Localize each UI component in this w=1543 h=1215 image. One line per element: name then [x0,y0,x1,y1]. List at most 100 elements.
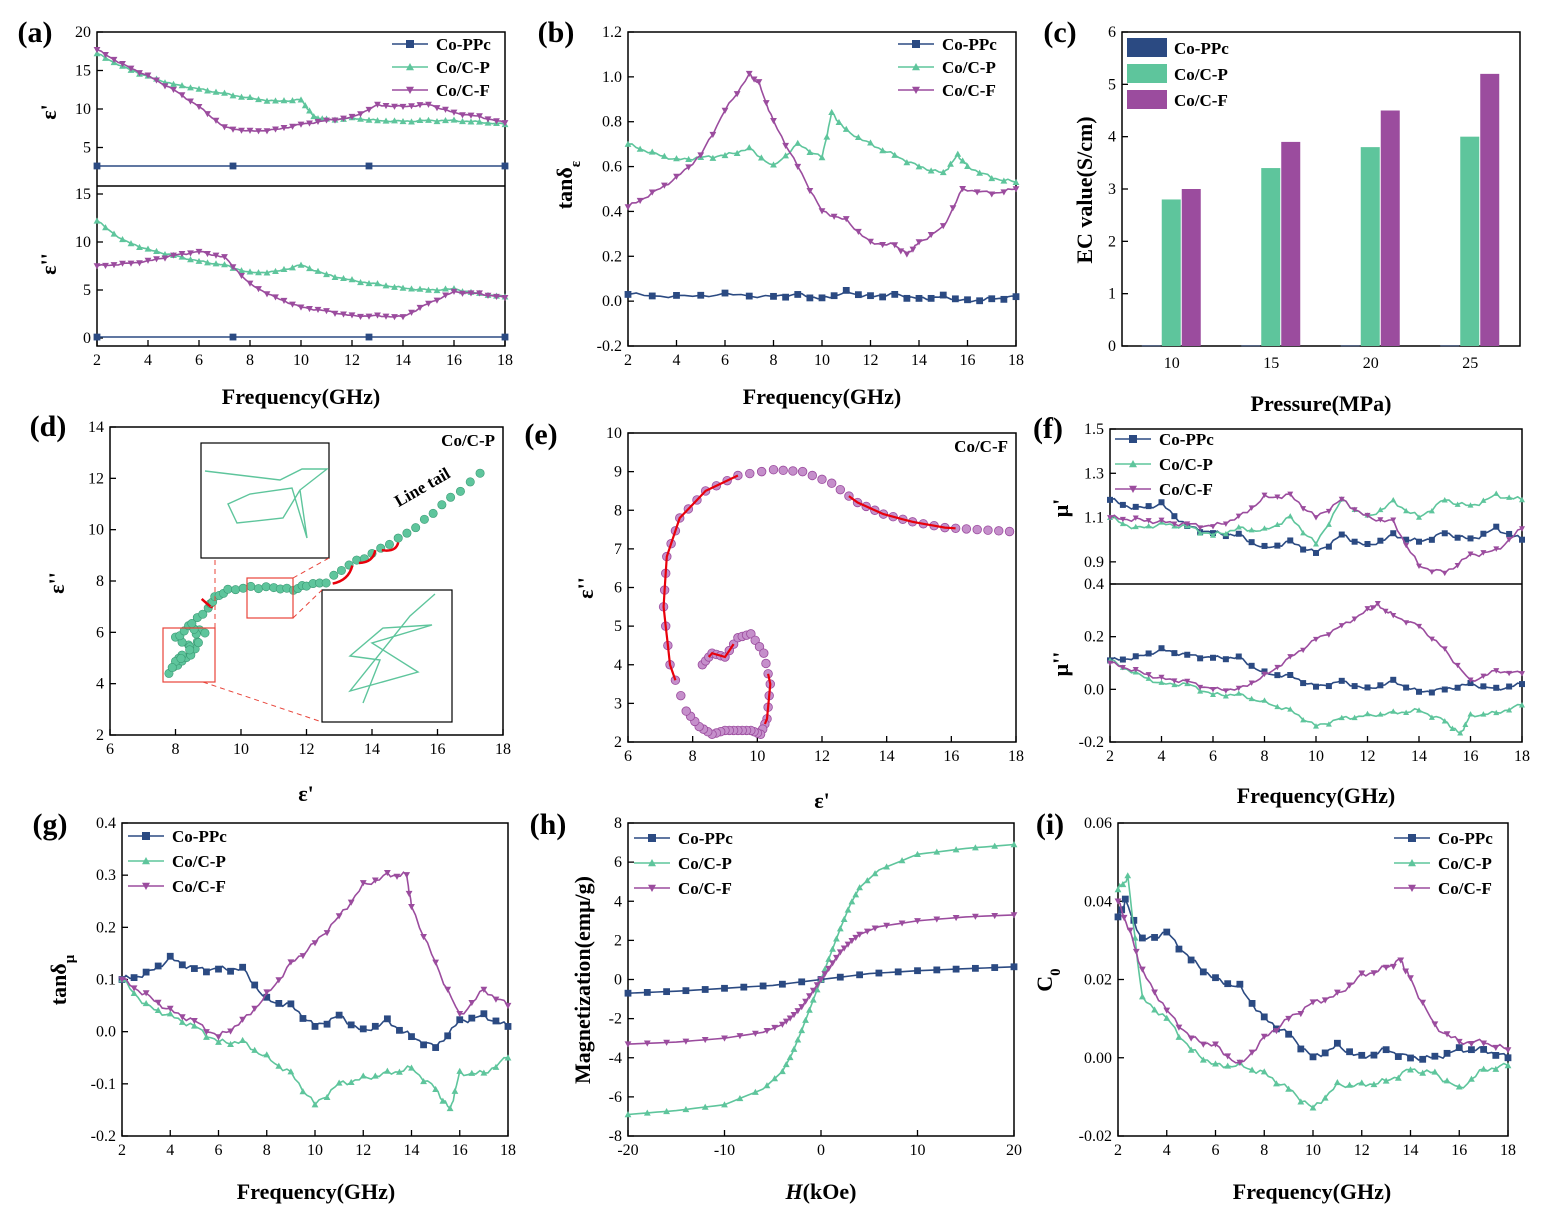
panel-f-bottom-point-cf [1171,678,1178,684]
panel-g-ytick-label: 0.1 [96,972,116,989]
panel-i-label: (i) [1036,808,1064,841]
panel-i-point-ppc [1468,1046,1475,1054]
panel-b-point-cf [854,228,862,235]
panel-e-xtick-label: 8 [689,748,697,765]
panel-g-point-cf [371,877,379,884]
panel-b-point-cp [648,148,656,155]
panel-g-point-cf [420,933,427,941]
panel-f-xtick-label: 8 [1261,748,1269,765]
panel-g-point-ppc [408,1033,415,1041]
panel-a-top-point-ppc [501,162,509,170]
panel-g-point-ppc [215,965,222,973]
panel-c-xtick-label: 15 [1263,355,1279,372]
panel-a-top-point-cp [289,97,296,104]
panel-g-point-ppc [444,1032,452,1040]
panel-a-top-point-cf [229,126,237,133]
panel-h-point-cp [840,915,848,922]
panel-b-xtick-label: 18 [1008,352,1024,369]
panel-f-bottom-point-cf [1364,606,1371,612]
panel-i-point-cf [1480,1040,1488,1047]
panel-h-point-ppc [1010,963,1018,971]
panel-f-bottom-point-cf [1300,647,1307,654]
panel-f-bottom-point-ppc [1454,684,1461,691]
panel-f-top-point-ppc [1287,537,1294,544]
panel-a-top-point-cf [433,105,441,112]
panel-g-point-ppc [480,1010,488,1018]
panel-b-point-cf [648,189,656,196]
panel-f-bottom-point-cp [1171,681,1178,688]
panel-f-top-point-cp [1416,514,1422,520]
panel-g-xtick-label: 6 [215,1142,223,1159]
panel-h-point-cf [952,914,960,922]
panel-g-point-cf [393,873,401,880]
panel-e-ytick-label: 5 [614,618,622,635]
panel-h-ytick-label: -2 [609,1011,622,1028]
panel-h-xtick-label: -10 [714,1142,735,1159]
panel-b-point-cf [830,213,838,220]
panel-h-point-cf [914,918,921,925]
panel-b-point-ppc [964,296,971,304]
panel-f-bottom-point-cp [1210,691,1216,698]
panel-a-bottom-point-cp [340,274,347,282]
panel-f-legend-marker [1129,485,1137,493]
panel-f-top-point-cf [1274,494,1281,500]
panel-h-legend-label: Co/C-P [678,854,732,873]
panel-a-top-point-cf [306,120,313,127]
panel-g-point-cp [190,1022,198,1029]
panel-d-ylabel: ε'' [44,572,69,594]
panel-h-point-cp [794,1036,802,1043]
panel-i-point-ppc [1130,916,1138,924]
panel-b-point-cf [745,70,753,77]
panel-b-point-cp [673,155,680,162]
panel-h-point-cf [972,913,979,920]
panel-b-point-cp [903,159,911,166]
panel-f-top-point-cp [1454,501,1461,507]
panel-f-xtick-label: 2 [1106,748,1114,765]
panel-a-top-point-ppc [93,162,101,170]
panel-h-point-cf [794,1008,802,1015]
panel-g-point-cp [456,1067,464,1074]
panel-f-xtick-label: 6 [1209,748,1217,765]
panel-h-point-cp [802,1016,809,1023]
panel-a-top-point-cp [357,115,364,122]
panel-c-legend-label: Co-PPc [1174,39,1229,58]
panel-g-point-ppc [154,962,162,970]
panel-h-point-cp [871,870,879,877]
panel-b-point-ppc [988,295,996,303]
panel-a-bottom-point-cf [238,272,245,280]
panel-a-bottom-point-cf [289,301,296,308]
panel-f-top-point-cf [1261,492,1268,499]
panel-d-point-cp [246,581,256,591]
panel-i-point-ppc [1248,1000,1256,1007]
panel-g-point-cf [142,990,150,997]
panel-f-top-ytick-label: 0.9 [1084,554,1104,571]
panel-i-point-ppc [1504,1054,1512,1062]
panel-f-top-point-cp [1197,530,1204,536]
panel-b-xtick-label: 6 [721,352,729,369]
panel-f-bottom-point-cf [1274,664,1281,671]
panel-a-bottom-point-cf [170,252,177,259]
panel-f-bottom-point-ppc [1261,668,1268,675]
panel-a-bottom-point-cf [314,306,322,313]
panel-a-bottom-point-cf [331,310,339,317]
panel-d-xtick-label: 6 [106,741,114,758]
panel-c-bar-ppc [1141,345,1161,347]
panel-e-point-cf [756,466,767,477]
panel-i-point-cf [1236,1059,1244,1066]
panel-h-legend-marker [648,834,656,842]
panel-f-label: (f) [1033,412,1063,445]
panel-a-bottom-ytick-label: 5 [83,282,91,299]
panel-c-ytick-label: 1 [1108,286,1116,303]
panel-h-point-cf [813,982,821,989]
panel-b-point-ppc [624,291,632,298]
panel-b-point-ppc [842,286,850,294]
panel-c-bar-cf [1380,110,1400,346]
panel-g-point-ppc [190,965,198,972]
panel-g-legend-label: Co/C-F [172,877,226,896]
panel-a-bottom-point-cf [195,248,203,256]
panel-h-point-cf [933,916,941,923]
panel-i-ytick-label: 0.00 [1084,1050,1112,1067]
panel-a-top-point-cp [374,117,381,124]
panel-a-top-point-cf [238,127,245,134]
